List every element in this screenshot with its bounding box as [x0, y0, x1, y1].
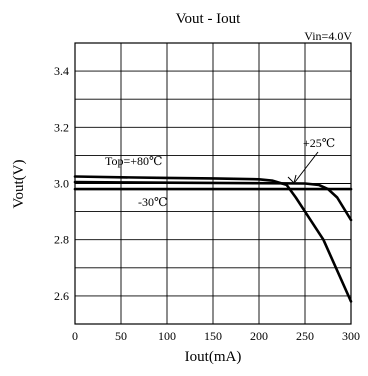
y-tick-label-4: 3.4	[54, 64, 69, 78]
x-tick-label-2: 100	[158, 329, 176, 343]
x-tick-label-5: 250	[296, 329, 314, 343]
y-tick-label-1: 2.8	[54, 233, 69, 247]
y-tick-label-0: 2.6	[54, 289, 69, 303]
annotation-plus25: +25℃	[303, 136, 335, 150]
series-line-1	[73, 180, 353, 222]
condition-label: Vin=4.0V	[304, 29, 352, 43]
x-tick-label-6: 300	[342, 329, 360, 343]
plot-frame	[74, 42, 352, 325]
annotation-plus25-pointer	[294, 151, 319, 183]
y-axis-label: Vout(V)	[11, 160, 27, 209]
y-tick-label-2: 3.0	[54, 177, 69, 191]
x-tick-label-3: 150	[204, 329, 222, 343]
annotation-plus25-arrowhead	[287, 174, 297, 184]
y-tick-labels: 2.6 2.8 3.0 3.2 3.4	[54, 64, 69, 303]
x-axis-label: Iout(mA)	[185, 349, 242, 365]
series-line-0	[73, 175, 353, 303]
annotation-minus30: -30℃	[138, 195, 167, 209]
x-tick-label-4: 200	[250, 329, 268, 343]
x-tick-label-1: 50	[115, 329, 127, 343]
x-tick-labels: 0 50 100 150 200 250 300	[72, 329, 360, 343]
series-lines	[73, 175, 353, 303]
x-tick-label-0: 0	[72, 329, 78, 343]
annotation-plus80: Top=+80℃	[105, 154, 162, 168]
chart-title: Vout - Iout	[176, 11, 242, 27]
y-tick-label-3: 3.2	[54, 120, 69, 134]
